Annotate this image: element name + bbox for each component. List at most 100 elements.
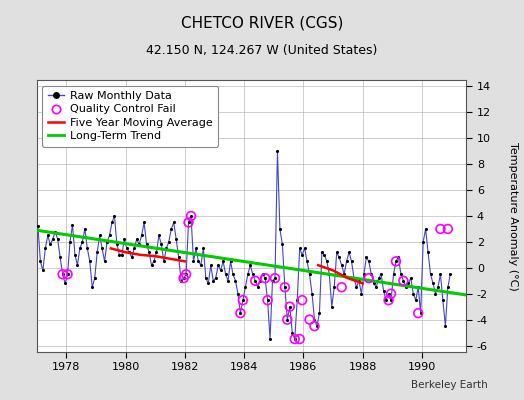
Point xyxy=(238,297,247,303)
Point xyxy=(110,213,118,219)
Point xyxy=(91,275,99,281)
Point xyxy=(192,245,200,252)
Point xyxy=(244,271,252,278)
Point xyxy=(145,249,153,256)
Point xyxy=(71,252,79,258)
Point xyxy=(404,280,412,286)
Point xyxy=(179,275,188,281)
Point xyxy=(177,278,185,284)
Point xyxy=(199,245,208,252)
Point xyxy=(212,275,220,281)
Point xyxy=(78,239,86,245)
Point xyxy=(49,236,57,242)
Point xyxy=(39,267,47,274)
Point xyxy=(105,232,114,239)
Point xyxy=(399,278,408,284)
Point xyxy=(167,226,176,232)
Point xyxy=(157,241,166,248)
Point xyxy=(392,258,400,264)
Point xyxy=(323,258,331,264)
Point xyxy=(219,258,227,264)
Point xyxy=(281,284,289,290)
Point xyxy=(340,271,348,278)
Point xyxy=(298,297,307,303)
Point xyxy=(251,278,259,284)
Point xyxy=(271,275,279,281)
Point xyxy=(305,316,314,323)
Point xyxy=(194,258,203,264)
Point xyxy=(444,284,452,290)
Point xyxy=(147,262,156,268)
Point xyxy=(172,236,180,242)
Point xyxy=(238,297,247,303)
Point xyxy=(387,297,395,303)
Point xyxy=(411,297,420,303)
Point xyxy=(43,232,52,239)
Point xyxy=(444,226,452,232)
Point xyxy=(206,262,215,268)
Point xyxy=(248,271,257,278)
Point xyxy=(150,258,158,264)
Point xyxy=(113,241,121,248)
Point xyxy=(160,258,168,264)
Point xyxy=(377,271,385,278)
Point xyxy=(170,219,178,226)
Point xyxy=(446,271,454,278)
Point xyxy=(414,284,422,290)
Point xyxy=(229,271,237,278)
Point xyxy=(387,290,395,297)
Point xyxy=(296,336,304,342)
Point xyxy=(182,271,190,278)
Point xyxy=(286,304,294,310)
Point xyxy=(392,258,400,264)
Point xyxy=(135,241,144,248)
Point xyxy=(51,228,59,235)
Point xyxy=(441,323,450,329)
Point xyxy=(305,271,314,278)
Point xyxy=(85,258,94,264)
Point xyxy=(204,280,213,286)
Point xyxy=(436,226,445,232)
Point xyxy=(382,297,390,303)
Point xyxy=(290,336,299,342)
Point xyxy=(98,245,106,252)
Point xyxy=(276,226,284,232)
Text: 42.150 N, 124.267 W (United States): 42.150 N, 124.267 W (United States) xyxy=(146,44,378,57)
Point xyxy=(254,284,262,290)
Point xyxy=(234,290,242,297)
Point xyxy=(357,290,366,297)
Point xyxy=(63,271,72,278)
Point xyxy=(310,316,319,323)
Point xyxy=(68,222,77,228)
Point xyxy=(273,148,281,154)
Point xyxy=(127,254,136,261)
Point xyxy=(365,258,373,264)
Point xyxy=(362,254,370,261)
Point xyxy=(224,278,232,284)
Point xyxy=(75,245,84,252)
Point xyxy=(342,258,351,264)
Point xyxy=(286,304,294,310)
Point xyxy=(427,271,435,278)
Point xyxy=(236,310,245,316)
Point xyxy=(81,226,89,232)
Point xyxy=(152,249,161,256)
Point xyxy=(397,271,405,278)
Point xyxy=(179,275,188,281)
Point xyxy=(66,239,74,245)
Point xyxy=(308,290,316,297)
Point xyxy=(335,254,343,261)
Point xyxy=(103,239,111,245)
Point xyxy=(278,241,287,248)
Point xyxy=(88,284,96,290)
Point xyxy=(352,284,361,290)
Point xyxy=(101,258,109,264)
Point xyxy=(264,297,272,303)
Point xyxy=(108,219,116,226)
Point xyxy=(115,252,124,258)
Point xyxy=(133,236,141,242)
Point xyxy=(209,278,217,284)
Point xyxy=(140,219,148,226)
Point xyxy=(120,236,128,242)
Point xyxy=(125,249,134,256)
